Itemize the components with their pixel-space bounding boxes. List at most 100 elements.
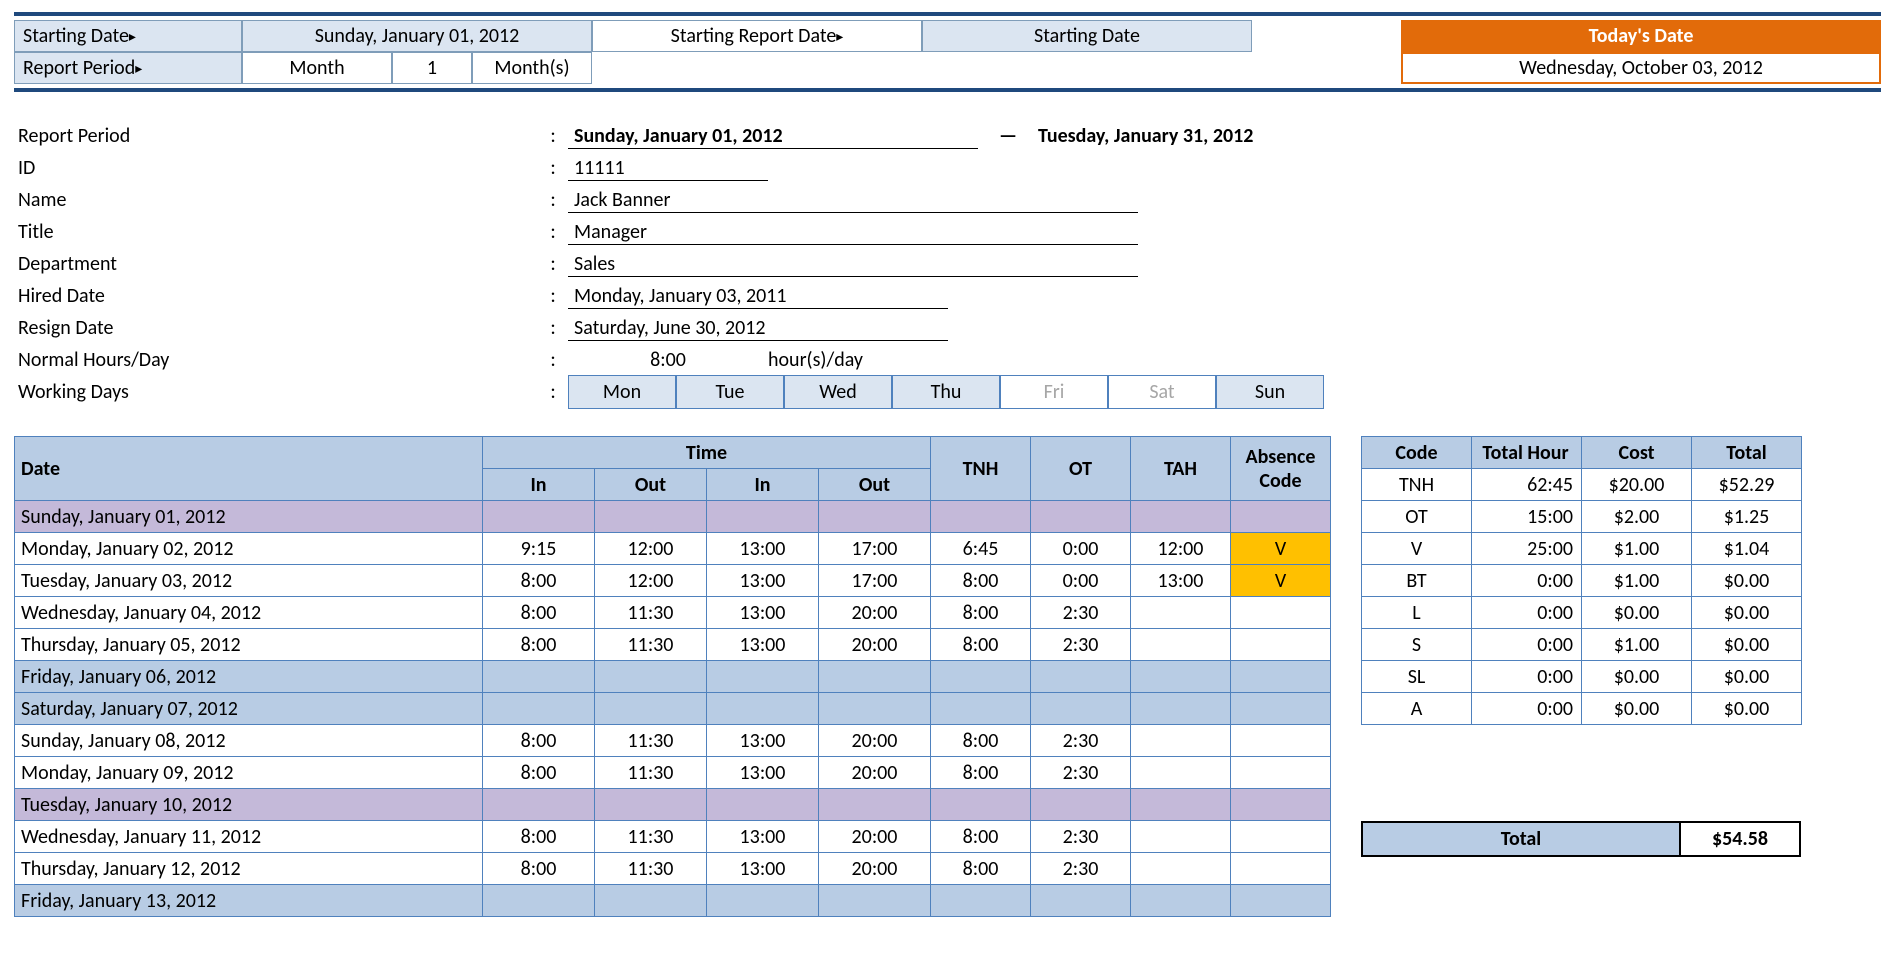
time-out2[interactable]: 17:00 — [819, 565, 931, 597]
date-cell[interactable]: Tuesday, January 10, 2012 — [15, 789, 483, 821]
ot-cell[interactable]: 2:30 — [1031, 757, 1131, 789]
time-out1[interactable]: 12:00 — [595, 533, 707, 565]
time-out2[interactable] — [819, 661, 931, 693]
time-out2[interactable] — [819, 501, 931, 533]
time-in2[interactable] — [707, 501, 819, 533]
time-out1[interactable]: 12:00 — [595, 565, 707, 597]
time-in1[interactable]: 8:00 — [483, 821, 595, 853]
time-out1[interactable]: 11:30 — [595, 597, 707, 629]
day-cell[interactable]: Wed — [784, 375, 892, 409]
abs-cell[interactable] — [1231, 885, 1331, 917]
time-out2[interactable] — [819, 789, 931, 821]
time-in2[interactable]: 13:00 — [707, 565, 819, 597]
date-cell[interactable]: Thursday, January 05, 2012 — [15, 629, 483, 661]
time-out1[interactable]: 11:30 — [595, 725, 707, 757]
abs-cell[interactable] — [1231, 725, 1331, 757]
date-cell[interactable]: Monday, January 02, 2012 — [15, 533, 483, 565]
time-in1[interactable]: 8:00 — [483, 565, 595, 597]
time-in1[interactable] — [483, 501, 595, 533]
tah-cell[interactable] — [1131, 693, 1231, 725]
time-out1[interactable]: 11:30 — [595, 629, 707, 661]
ot-cell[interactable]: 2:30 — [1031, 597, 1131, 629]
time-out2[interactable]: 20:00 — [819, 757, 931, 789]
time-out2[interactable]: 17:00 — [819, 533, 931, 565]
tnh-cell[interactable]: 8:00 — [931, 597, 1031, 629]
tah-cell[interactable] — [1131, 725, 1231, 757]
tah-cell[interactable] — [1131, 501, 1231, 533]
date-cell[interactable]: Saturday, January 07, 2012 — [15, 693, 483, 725]
tah-cell[interactable] — [1131, 821, 1231, 853]
tah-cell[interactable] — [1131, 789, 1231, 821]
date-cell[interactable]: Monday, January 09, 2012 — [15, 757, 483, 789]
ot-cell[interactable]: 2:30 — [1031, 853, 1131, 885]
time-in1[interactable] — [483, 693, 595, 725]
time-out2[interactable]: 20:00 — [819, 725, 931, 757]
starting-report-date-value[interactable]: Starting Date — [922, 20, 1252, 52]
time-in2[interactable] — [707, 885, 819, 917]
date-cell[interactable]: Friday, January 06, 2012 — [15, 661, 483, 693]
time-in2[interactable]: 13:00 — [707, 533, 819, 565]
time-out2[interactable]: 20:00 — [819, 853, 931, 885]
time-out1[interactable] — [595, 885, 707, 917]
tah-cell[interactable] — [1131, 885, 1231, 917]
tnh-cell[interactable]: 8:00 — [931, 853, 1031, 885]
ot-cell[interactable] — [1031, 789, 1131, 821]
report-period-count[interactable]: 1 — [392, 52, 472, 84]
ot-cell[interactable]: 2:30 — [1031, 725, 1131, 757]
ot-cell[interactable]: 0:00 — [1031, 565, 1131, 597]
tnh-cell[interactable]: 8:00 — [931, 757, 1031, 789]
abs-cell[interactable] — [1231, 597, 1331, 629]
time-in2[interactable]: 13:00 — [707, 853, 819, 885]
starting-date-value[interactable]: Sunday, January 01, 2012 — [242, 20, 592, 52]
ot-cell[interactable]: 2:30 — [1031, 629, 1131, 661]
tnh-cell[interactable] — [931, 789, 1031, 821]
date-cell[interactable]: Wednesday, January 11, 2012 — [15, 821, 483, 853]
time-in1[interactable]: 8:00 — [483, 725, 595, 757]
ot-cell[interactable] — [1031, 661, 1131, 693]
ot-cell[interactable] — [1031, 885, 1131, 917]
report-period-unit[interactable]: Month — [242, 52, 392, 84]
tah-cell[interactable] — [1131, 757, 1231, 789]
time-in2[interactable]: 13:00 — [707, 597, 819, 629]
abs-cell[interactable] — [1231, 821, 1331, 853]
abs-cell[interactable] — [1231, 789, 1331, 821]
time-out1[interactable]: 11:30 — [595, 757, 707, 789]
time-in2[interactable]: 13:00 — [707, 725, 819, 757]
abs-cell[interactable] — [1231, 501, 1331, 533]
abs-cell[interactable] — [1231, 661, 1331, 693]
tah-cell[interactable] — [1131, 853, 1231, 885]
time-out1[interactable] — [595, 661, 707, 693]
abs-cell[interactable] — [1231, 757, 1331, 789]
tah-cell[interactable]: 12:00 — [1131, 533, 1231, 565]
tah-cell[interactable]: 13:00 — [1131, 565, 1231, 597]
time-in1[interactable]: 8:00 — [483, 853, 595, 885]
date-cell[interactable]: Tuesday, January 03, 2012 — [15, 565, 483, 597]
time-in2[interactable]: 13:00 — [707, 821, 819, 853]
tnh-cell[interactable]: 8:00 — [931, 565, 1031, 597]
abs-cell[interactable]: V — [1231, 565, 1331, 597]
time-out2[interactable]: 20:00 — [819, 821, 931, 853]
tnh-cell[interactable] — [931, 501, 1031, 533]
time-in1[interactable] — [483, 789, 595, 821]
tah-cell[interactable] — [1131, 597, 1231, 629]
tnh-cell[interactable] — [931, 885, 1031, 917]
time-out1[interactable] — [595, 789, 707, 821]
time-in1[interactable] — [483, 661, 595, 693]
time-out1[interactable] — [595, 693, 707, 725]
time-out1[interactable] — [595, 501, 707, 533]
time-out2[interactable] — [819, 885, 931, 917]
abs-cell[interactable]: V — [1231, 533, 1331, 565]
abs-cell[interactable] — [1231, 629, 1331, 661]
day-cell[interactable]: Mon — [568, 375, 676, 409]
day-cell[interactable]: Sat — [1108, 375, 1216, 409]
date-cell[interactable]: Sunday, January 08, 2012 — [15, 725, 483, 757]
day-cell[interactable]: Thu — [892, 375, 1000, 409]
tah-cell[interactable] — [1131, 661, 1231, 693]
tnh-cell[interactable]: 8:00 — [931, 629, 1031, 661]
date-cell[interactable]: Wednesday, January 04, 2012 — [15, 597, 483, 629]
ot-cell[interactable] — [1031, 693, 1131, 725]
time-in2[interactable] — [707, 693, 819, 725]
tah-cell[interactable] — [1131, 629, 1231, 661]
time-out2[interactable]: 20:00 — [819, 597, 931, 629]
time-out2[interactable]: 20:00 — [819, 629, 931, 661]
